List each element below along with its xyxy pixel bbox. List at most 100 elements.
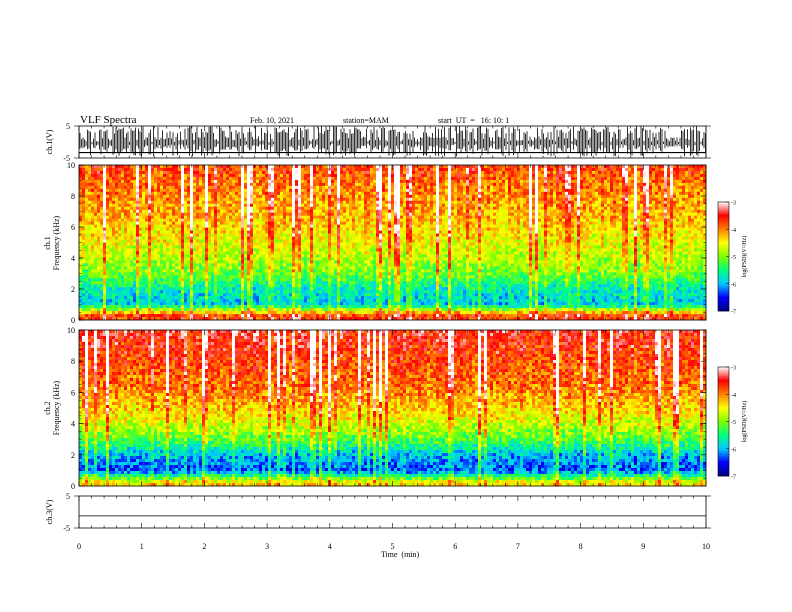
spectrogram-cell [85,224,89,228]
spectrogram-cell [172,257,176,261]
spectrogram-cell [274,236,278,240]
spectrogram-cell [244,188,248,193]
spectrogram-cell [310,293,314,297]
spectrogram-cell [181,254,185,258]
spectrogram-cell [352,263,356,267]
spectrogram-cell [181,269,185,273]
spectrogram-cell [100,242,104,246]
spectrogram-cell [133,290,137,294]
spectrogram-cell [268,245,272,249]
spectrogram-cell [118,308,122,312]
spectrogram-cell [283,224,287,228]
spectrogram-cell [256,191,260,196]
spectrogram-cell [160,179,164,184]
spectrogram-cell [136,236,140,240]
spectrogram-cell [235,233,239,237]
spectrogram-cell [340,248,344,252]
spectrogram-cell [220,206,224,211]
spectrogram-cell [319,173,323,178]
spectrogram-cell [82,254,86,258]
spectrogram-cell [184,182,188,187]
spectrogram-cell [349,236,353,240]
spectrogram-cell [112,299,116,303]
spectrogram-cell [292,239,296,243]
spectrogram-cell [97,251,101,255]
spectrogram-cell [289,215,293,220]
spectrogram-cell [166,218,170,223]
spectrogram-cell [259,254,263,258]
spectrogram-cell [274,194,278,199]
spectrogram-cell [100,230,104,234]
spectrogram-cell [319,257,323,261]
spectrogram-cell [292,227,296,231]
spectrogram-cell [139,165,143,169]
spectrogram-cell [175,263,179,267]
spectrogram-cell [202,281,206,285]
spectrogram-cell [118,230,122,234]
spectrogram-cell [130,308,134,312]
spectrogram-cell [163,308,167,312]
spectrogram-cell [277,293,281,297]
spectrogram-cell [175,236,179,240]
spectrogram-cell [244,254,248,258]
spectrogram-cell [136,272,140,276]
spectrogram-cell [226,218,230,223]
spectrogram-cell [307,167,311,172]
spectrogram-cell [265,242,269,246]
spectrogram-cell [145,260,149,264]
spectrogram-cell [175,206,179,211]
spectrogram-cell [97,239,101,243]
spectrogram-cell [310,179,314,184]
spectrogram-cell [265,233,269,237]
spectrogram-cell [136,290,140,294]
spectrogram-cell [322,245,326,249]
spectrogram-cell [124,230,128,234]
spectrogram-cell [265,218,269,223]
spectrogram-cell [178,248,182,252]
spectrogram-cell [127,194,131,199]
spectrogram-cell [286,182,290,187]
spectrogram-cell [352,272,356,276]
spectrogram-cell [316,293,320,297]
spectrogram-cell [133,242,137,246]
spectrogram-cell [235,260,239,264]
spectrogram-cell [160,308,164,312]
spectrogram-cell [337,299,341,303]
spectrogram-cell [148,176,152,181]
spectrogram-cell [262,170,266,175]
spectrogram-cell [217,242,221,246]
spectrogram-cell [145,236,149,240]
spectrogram-cell [199,317,203,321]
spectrogram-cell [115,290,119,294]
spectrogram-cell [166,233,170,237]
spectrogram-cell [106,197,110,202]
spectrogram-cell [187,209,191,214]
spectrogram-cell [184,314,188,318]
spectrogram-cell [100,212,104,217]
spectrogram-cell [340,182,344,187]
spectrogram-cell [343,239,347,243]
spectrogram-cell [151,165,155,169]
spectrogram-cell [184,233,188,237]
spectrogram-cell [289,233,293,237]
spectrogram-cell [340,233,344,237]
spectrogram-cell [157,227,161,231]
spectrogram-cell [331,224,335,228]
spectrogram-cell [295,254,299,258]
spectrogram-cell [232,170,236,175]
spectrogram-cell [358,275,362,279]
spectrogram-cell [118,221,122,226]
spectrogram-cell [226,284,230,288]
spectrogram-cell [247,209,251,214]
spectrogram-cell [232,227,236,231]
spectrogram-cell [238,281,242,285]
spectrogram-cell [142,224,146,228]
spectrogram-cell [289,206,293,211]
spectrogram-cell [253,236,257,240]
spectrogram-cell [355,218,359,223]
spectrogram-cell [262,308,266,312]
spectrogram-cell [136,230,140,234]
spectrogram-cell [136,269,140,273]
spectrogram-cell [316,212,320,217]
spectrogram-cell [199,296,203,300]
